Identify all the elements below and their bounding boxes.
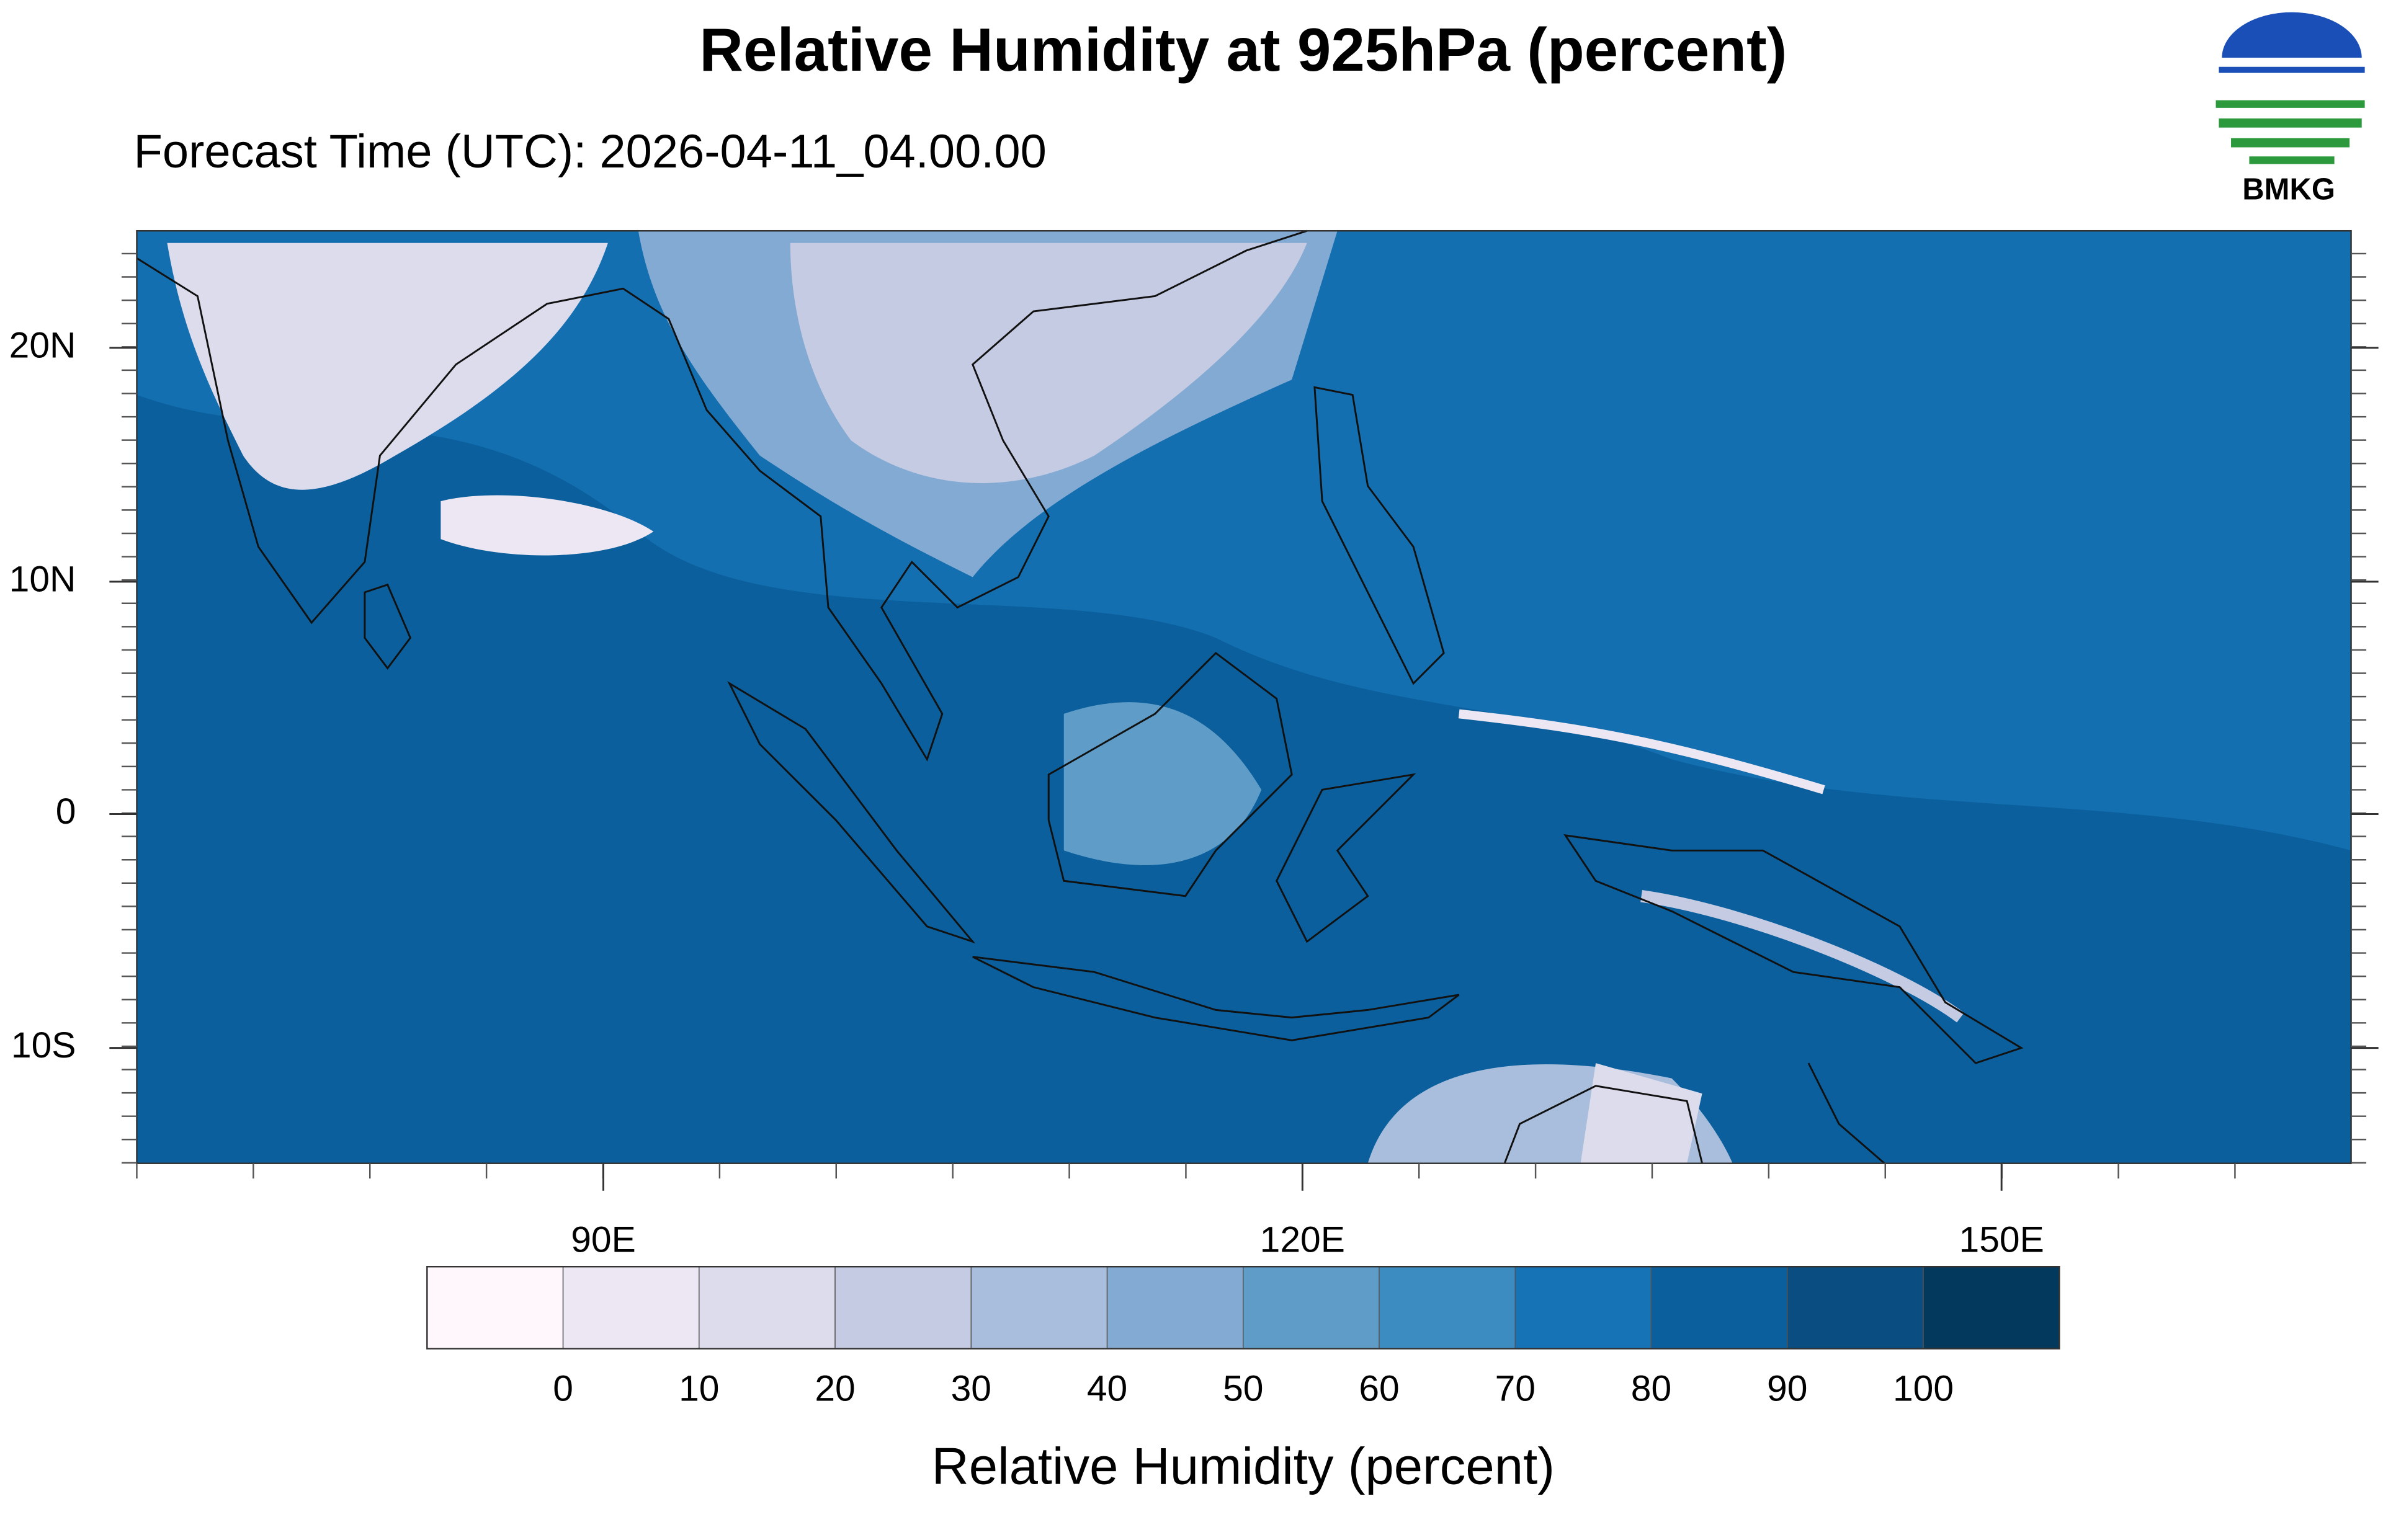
colorbar-box [1923,1266,2060,1350]
logo-text: BMKG [2242,172,2335,206]
colorbar-box [1379,1266,1516,1350]
colorbar-tick-label: 70 [1495,1369,1536,1409]
lon-label: 90E [571,1220,636,1260]
lat-label: 0 [56,791,76,832]
logo: BMKG [2215,12,2365,206]
colorbar-label: Relative Humidity (percent) [932,1437,1555,1495]
colorbar-tick-label: 100 [1893,1369,1954,1409]
colorbar-tick-label: 40 [1087,1369,1127,1409]
colorbar-frame [426,1266,2060,1350]
colorbar: 0 10 20 30 40 50 60 70 80 90 100 [426,1266,2060,1409]
colorbar-box [562,1266,700,1350]
lat-label: 10N [9,559,76,599]
colorbar-tick-label: 10 [679,1369,719,1409]
colorbar-box [1106,1266,1244,1350]
colorbar-box [1243,1266,1380,1350]
colorbar-box [834,1266,972,1350]
colorbar-tick-label: 90 [1767,1369,1807,1409]
colorbar-tick-label: 30 [951,1369,991,1409]
colorbar-tick-label: 0 [553,1369,573,1409]
colorbar-box [970,1266,1108,1350]
colorbar-tick-label: 20 [815,1369,855,1409]
lat-label: 10S [11,1025,76,1066]
colorbar-tick-label: 50 [1223,1369,1263,1409]
colorbar-box [1787,1266,1924,1350]
map-axes: 20N 10N 0 10S 90E 120E 150E [9,252,2379,1260]
colorbar-box [1514,1266,1652,1350]
colorbar-box [426,1266,564,1350]
map [136,229,2352,1164]
colorbar-tick-label: 60 [1359,1369,1399,1409]
colorbar-box [699,1266,836,1350]
colorbar-tick-label: 80 [1631,1369,1671,1409]
lon-label: 150E [1959,1220,2044,1260]
colorbar-box [1650,1266,1788,1350]
title: Relative Humidity at 925hPa (percent) [699,16,1787,84]
lat-label: 20N [9,325,76,365]
subtitle: Forecast Time (UTC): 2026-04-11_04.00.00 [134,125,1047,178]
lon-label: 120E [1260,1220,1345,1260]
